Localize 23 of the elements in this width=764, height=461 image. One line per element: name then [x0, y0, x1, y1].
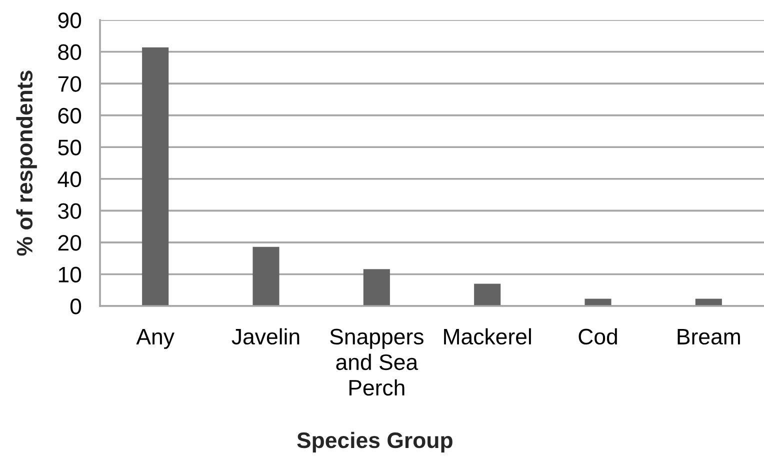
bar [584, 298, 612, 306]
y-tick-label: 70 [58, 76, 82, 92]
y-axis-title: % of respondents [16, 70, 37, 256]
y-tick-label: 10 [58, 266, 82, 282]
y-tick-label: 80 [58, 44, 82, 60]
y-tick-label: 40 [58, 171, 82, 188]
y-tick-label: 60 [58, 108, 82, 124]
x-tick-label: Snappers and Sea Perch [330, 328, 424, 396]
bar [252, 246, 280, 306]
bar [474, 284, 501, 306]
x-axis-title: Species Group [297, 432, 452, 453]
y-tick-label: 0 [70, 298, 82, 314]
y-tick-label: 20 [58, 234, 82, 251]
x-tick-label: Mackerel [444, 328, 531, 345]
x-tick-label: Bream [678, 329, 740, 345]
x-tick-label: Javelin [232, 328, 300, 345]
bar [142, 47, 169, 306]
y-tick-label: 90 [58, 12, 82, 28]
y-tick-label: 50 [58, 140, 82, 156]
y-tick-label: 30 [58, 203, 82, 219]
x-tick-label: Any [136, 329, 174, 349]
x-tick-label: Cod [578, 328, 617, 345]
bar [363, 269, 390, 306]
